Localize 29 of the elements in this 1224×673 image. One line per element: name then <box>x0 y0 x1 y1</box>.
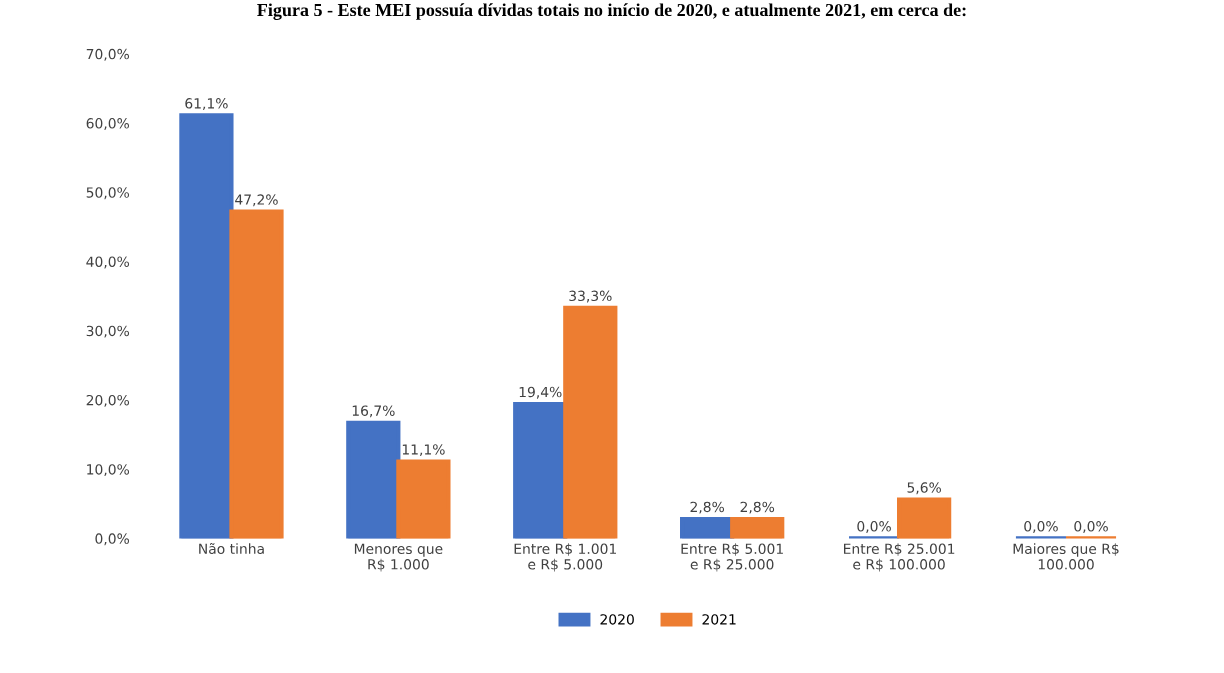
x-tick-label: Entre R$ 25.001 e R$ 100.000 <box>844 543 955 572</box>
x-tick-label: Maiores que R$ 100.000 <box>1013 543 1119 570</box>
data-label: 2,8% <box>690 501 725 514</box>
data-label: 11,1% <box>402 444 445 457</box>
y-tick-label: 0,0% <box>95 533 130 546</box>
x-tick-label: Entre R$ 5.001 e R$ 25.000 <box>681 543 783 572</box>
data-label: 47,2% <box>235 194 278 207</box>
data-label: 2,8% <box>740 501 775 514</box>
y-tick-label: 10,0% <box>87 464 130 477</box>
data-label: 5,6% <box>907 482 941 495</box>
data-label: 0,0% <box>1024 521 1058 533</box>
x-tick-label: Menores que R$ 1.000 <box>354 543 443 572</box>
data-label: 16,7% <box>352 405 395 418</box>
legend-label: 2020 <box>600 614 634 625</box>
data-label: 19,4% <box>519 386 562 399</box>
data-label: 33,3% <box>569 290 612 303</box>
y-tick-label: 70,0% <box>86 48 130 61</box>
data-label: 61,1% <box>185 98 228 111</box>
data-label: 0,0% <box>857 521 891 533</box>
x-tick-label: Entre R$ 1.001 e R$ 5.000 <box>514 543 617 572</box>
x-tick-label: Não tinha <box>199 543 264 555</box>
y-tick-label: 40,0% <box>86 256 130 269</box>
y-tick-label: 30,0% <box>86 325 130 338</box>
y-tick-label: 20,0% <box>86 394 130 407</box>
legend-label: 2021 <box>702 614 736 625</box>
data-label: 0,0% <box>1074 521 1108 533</box>
y-tick-label: 50,0% <box>86 187 130 200</box>
y-tick-label: 60,0% <box>86 118 130 130</box>
chart-title: Figura 5 - Este MEI possuía dívidas totais no início de 2020, e atualmente 2021, em cerca de: <box>257 3 966 20</box>
